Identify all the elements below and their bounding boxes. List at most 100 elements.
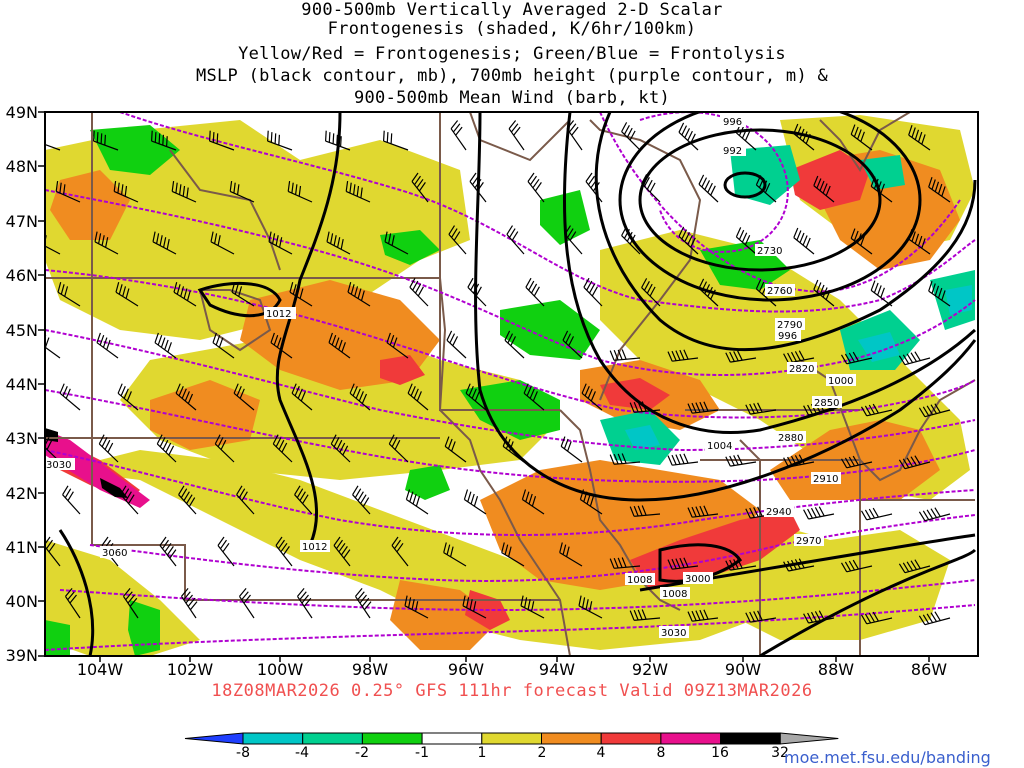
title-line-1: 900-500mb Vertically Averaged 2-D Scalar — [301, 0, 723, 20]
wind-barb — [93, 130, 119, 151]
wind-barb — [755, 175, 777, 203]
wind-barb — [803, 506, 835, 520]
wind-barb — [840, 455, 873, 469]
height-label-2820: 2820 — [789, 364, 814, 375]
wind-barb — [579, 489, 603, 515]
wind-barb — [62, 485, 81, 515]
wind-barb — [212, 332, 235, 359]
wind-barb — [152, 231, 177, 255]
wind-barb — [96, 332, 119, 359]
mslp-label-996-north: 996 — [723, 117, 742, 128]
y-tick-45n: 45N — [5, 321, 38, 340]
wind-barb — [678, 226, 699, 255]
wind-barb — [347, 282, 371, 307]
height-label-2880: 2880 — [778, 433, 803, 444]
colorbar-label-1: 1 — [477, 745, 487, 761]
height-label-2790: 2790 — [777, 320, 802, 331]
wind-barb — [181, 588, 198, 619]
wind-barb — [407, 383, 429, 411]
wind-barb — [870, 280, 893, 307]
wind-barb — [115, 282, 139, 307]
wind-barb — [502, 436, 525, 463]
wind-barb — [297, 588, 313, 619]
wind-barb — [469, 172, 487, 203]
wind-barb — [59, 383, 81, 411]
wind-barb — [117, 383, 139, 411]
x-tick-88w: 88W — [817, 660, 855, 679]
height-label-2850: 2850 — [814, 398, 839, 409]
wind-barb — [404, 595, 429, 619]
wind-barb — [57, 282, 81, 307]
colorbar-swatch — [242, 732, 304, 745]
colorbar-label-4: 4 — [596, 745, 606, 761]
wind-barb — [508, 120, 525, 151]
mslp-label-1004: 1004 — [707, 441, 732, 452]
wind-barb — [870, 176, 893, 203]
wind-barb — [667, 349, 699, 362]
mslp-label-1008-south: 1008 — [662, 589, 687, 600]
wind-barb — [609, 453, 641, 465]
wind-barb — [813, 279, 835, 307]
colorbar-label-m4: -4 — [295, 745, 309, 761]
wind-barb — [210, 231, 235, 255]
y-tick-49n: 49N — [5, 103, 38, 122]
wind-barb — [333, 536, 351, 567]
colorbar-label-32: 32 — [771, 745, 789, 761]
mslp-label-1008-west: 1008 — [627, 575, 652, 586]
wind-barb — [405, 489, 429, 515]
wind-barb — [560, 436, 583, 463]
wind-barb — [355, 588, 372, 619]
colorbar-swatch — [481, 732, 542, 745]
y-tick-47n: 47N — [5, 212, 38, 231]
colorbar-swatch — [421, 732, 483, 745]
wind-barb — [151, 130, 177, 151]
wind-barb — [388, 434, 409, 463]
wind-barb — [501, 542, 525, 567]
wind-barb — [667, 557, 699, 570]
wind-barb — [120, 485, 139, 515]
wind-barb — [330, 434, 351, 463]
wind-barb — [450, 120, 467, 151]
wind-barb — [583, 277, 603, 307]
wind-barb — [409, 277, 429, 307]
wind-barb — [735, 227, 757, 255]
y-tick-42n: 42N — [5, 484, 38, 503]
wind-barb — [411, 172, 429, 203]
wind-barb — [898, 455, 931, 470]
wind-barb — [803, 402, 835, 416]
title-line-2: Frontogenesis (shaded, K/6hr/100km) — [327, 19, 697, 39]
colorbar-swatch — [361, 732, 423, 745]
colorbar-swatch — [541, 732, 602, 745]
wind-barb — [159, 536, 177, 567]
wind-barb — [735, 123, 757, 151]
wind-barb — [898, 559, 931, 574]
wind-barb — [803, 610, 835, 624]
wind-barb — [55, 181, 81, 203]
wind-barb — [783, 454, 815, 468]
wind-barb — [621, 226, 641, 255]
wind-barb — [467, 277, 487, 307]
credit-url[interactable]: moe.met.fsu.edu/banding — [784, 748, 991, 767]
wind-barb — [725, 454, 757, 467]
height-label-2910: 2910 — [813, 474, 838, 485]
height-label-3030-south: 3030 — [661, 628, 686, 639]
wind-barb — [267, 130, 293, 151]
wind-barb — [521, 489, 545, 515]
axis-ticks — [38, 111, 930, 662]
title-line-4: MSLP (black contour, mb), 700mb height (… — [195, 66, 829, 86]
wind-barb — [123, 588, 139, 619]
mslp-label-1000: 1000 — [828, 376, 853, 387]
wind-barb — [463, 489, 487, 515]
colorbar-swatch — [600, 732, 662, 745]
wind-barb — [908, 125, 931, 151]
wind-barb — [45, 335, 61, 359]
colorbar-label-m2: -2 — [355, 745, 369, 761]
mslp-labels: 996 992 1012 996 1000 1004 1008 1008 101… — [264, 115, 856, 600]
mslp-label-1012-south: 1012 — [302, 542, 327, 553]
wind-barb — [678, 122, 699, 151]
wind-barb — [918, 611, 951, 626]
wind-barb — [217, 536, 235, 567]
colorbar-swatch — [660, 732, 722, 745]
y-tick-44n: 44N — [5, 375, 38, 394]
x-tick-90w: 90W — [724, 660, 762, 679]
